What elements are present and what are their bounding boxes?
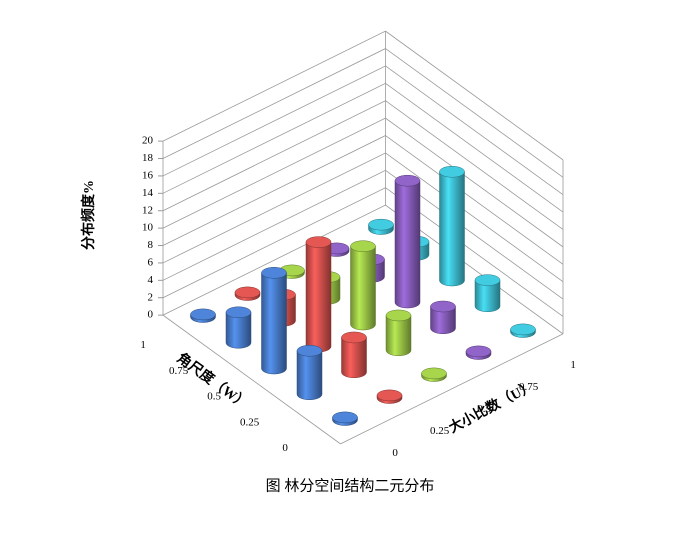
grid-line [385, 83, 564, 213]
grid-line [385, 135, 564, 265]
cylinder-body [430, 306, 456, 334]
z-tick-label: 18 [142, 152, 154, 164]
y-tick-label: 0.5 [207, 391, 221, 403]
z-tick-label: 10 [142, 222, 154, 234]
x-tick-label: 0 [392, 447, 398, 459]
x-tick-label: 0.75 [519, 381, 539, 393]
caption: 图 林分空间结构二元分布 [266, 477, 435, 494]
cylinder-top [421, 367, 447, 380]
cylinder-top [296, 345, 323, 357]
grid-line [162, 204, 386, 316]
grid-line [162, 100, 386, 212]
grid-line [162, 169, 386, 281]
cylinder-top [350, 240, 376, 252]
z-tick-label: 2 [148, 291, 154, 303]
cylinder-body [261, 272, 287, 375]
z-tick-label: 8 [148, 239, 154, 251]
cylinder-top [430, 300, 456, 313]
cylinder-body [394, 180, 421, 309]
cylinder-top [261, 267, 287, 279]
z-tick-label: 4 [148, 274, 154, 286]
floor-edge [162, 314, 341, 445]
x-tick-label: 0.5 [477, 403, 491, 415]
z-tick-label: 12 [142, 204, 153, 216]
cylinder-top [465, 345, 492, 358]
y-tick-label: 0 [282, 442, 288, 454]
x-tick-label: 1 [570, 359, 576, 371]
floor-edge [340, 333, 564, 445]
cylinder-top [225, 306, 252, 319]
grid-line [162, 65, 386, 177]
cylinder-body [296, 350, 323, 400]
grid-line [385, 117, 564, 248]
cylinder-top [234, 286, 261, 299]
cylinder-top [394, 174, 421, 187]
grid-line [162, 135, 386, 246]
cylinder-body [225, 312, 252, 349]
grid-line [385, 30, 564, 161]
cylinder-top [376, 389, 403, 402]
bars [190, 166, 536, 426]
grid-line [385, 100, 564, 230]
y-tick-label: 0.25 [240, 416, 260, 428]
x-axis-title: 大小比数（U） [446, 377, 537, 436]
grid-line [385, 48, 564, 178]
cylinder-top [368, 218, 394, 231]
cylinder-top [341, 331, 367, 344]
z-tick-label: 6 [148, 256, 154, 268]
grid-line [162, 82, 386, 194]
cylinder-top [305, 236, 332, 248]
cylinder-body [385, 315, 412, 356]
grid-line [162, 48, 386, 159]
grid-line [162, 187, 386, 299]
z-axis-title: 分布频度% [80, 180, 97, 250]
z-tick-label: 14 [142, 187, 154, 199]
cylinder-body [439, 171, 465, 287]
cylinder-body [305, 241, 332, 353]
grid-line [162, 30, 386, 142]
cylinder-top [439, 166, 465, 178]
z-tick-label: 20 [142, 135, 154, 147]
cylinder-top [190, 308, 216, 321]
cylinder-top [385, 309, 412, 322]
cylinder-body [341, 337, 367, 378]
y-axis-title: 角尺度（W） [174, 349, 252, 412]
grid: 0246810121416182000.250.50.75100.250.50.… [140, 30, 576, 459]
cylinder-top [332, 411, 358, 424]
z-tick-label: 16 [142, 169, 154, 181]
cylinder-body [474, 279, 501, 312]
cylinder-top [510, 323, 536, 336]
cylinder-body [350, 245, 376, 331]
y-tick-label: 1 [140, 339, 146, 351]
z-tick-label: 0 [148, 309, 154, 321]
y-tick-label: 0.75 [169, 365, 189, 377]
cylinder-top [474, 274, 501, 286]
grid-line [162, 152, 386, 264]
x-tick-label: 0.25 [430, 425, 450, 437]
grid-line [385, 152, 564, 282]
grid-line [385, 65, 564, 195]
grid-line [162, 117, 386, 229]
